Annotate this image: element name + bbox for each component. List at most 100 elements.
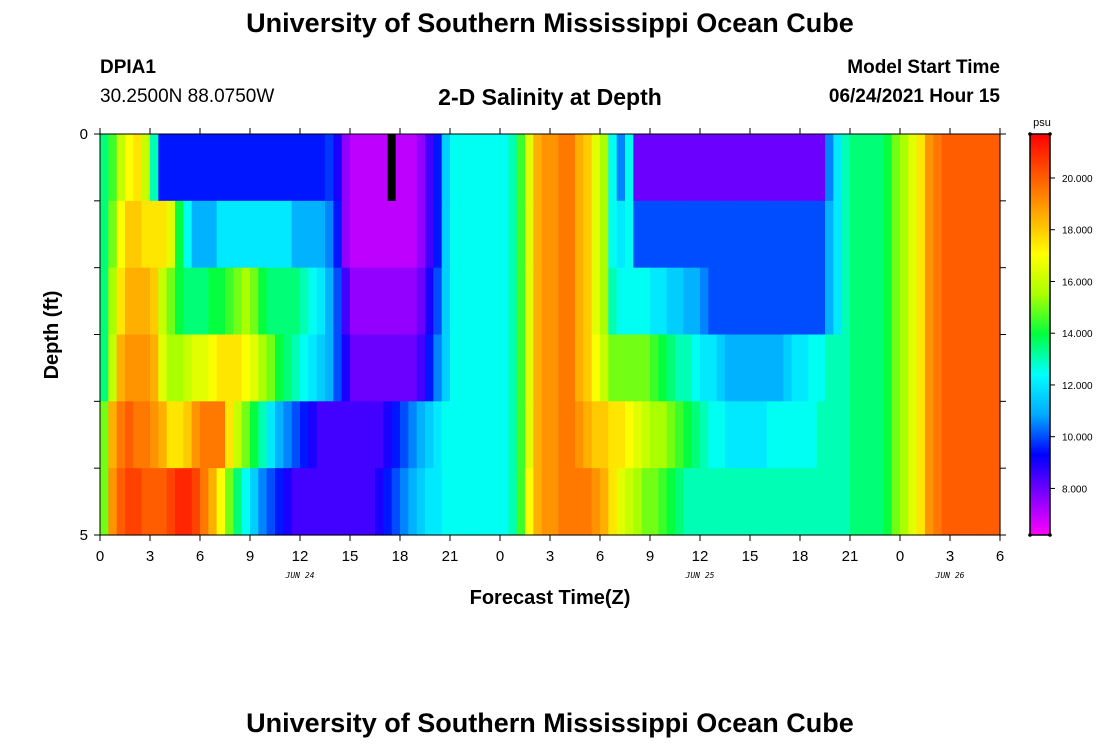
heatmap-cell bbox=[358, 200, 368, 269]
heatmap-cell bbox=[516, 334, 526, 402]
heatmap-cell bbox=[558, 334, 568, 402]
heatmap-cell bbox=[100, 401, 109, 469]
heatmap-cell bbox=[541, 401, 551, 469]
heatmap-cell bbox=[741, 468, 751, 536]
heatmap-cell bbox=[825, 267, 834, 336]
heatmap-cell bbox=[916, 134, 926, 202]
heatmap-cell bbox=[733, 468, 743, 536]
heatmap-cell bbox=[325, 401, 334, 469]
heatmap-cell bbox=[125, 134, 134, 202]
heatmap-cell bbox=[183, 334, 193, 402]
heatmap-cell bbox=[941, 334, 951, 402]
heatmap-cell bbox=[375, 267, 384, 336]
heatmap-cell bbox=[758, 468, 768, 536]
current-time-marker bbox=[387, 134, 396, 201]
x-axis-label: Forecast Time(Z) bbox=[470, 587, 631, 609]
heatmap-cell bbox=[475, 334, 484, 402]
heatmap-cell bbox=[775, 200, 784, 269]
heatmap-cell bbox=[716, 134, 726, 202]
heatmap-cell bbox=[808, 267, 818, 336]
heatmap-cell bbox=[891, 200, 901, 269]
heatmap-cell bbox=[516, 200, 526, 269]
heatmap-cell bbox=[400, 200, 409, 269]
heatmap-cell bbox=[575, 401, 584, 469]
colorbar-tick-label: 16.000 bbox=[1062, 277, 1093, 288]
heatmap-cell bbox=[966, 468, 976, 536]
heatmap-cell bbox=[225, 334, 234, 402]
heatmap-cell bbox=[791, 200, 801, 269]
heatmap-cell bbox=[741, 334, 751, 402]
x-tick-label: 21 bbox=[842, 548, 859, 565]
heatmap-cell bbox=[441, 134, 451, 202]
heatmap-cell bbox=[725, 401, 734, 469]
heatmap-cell bbox=[416, 468, 426, 536]
heatmap-cell bbox=[408, 468, 418, 536]
colorbar-tick-label: 12.000 bbox=[1062, 381, 1093, 392]
heatmap-cell bbox=[733, 267, 743, 336]
heatmap-cell bbox=[641, 200, 651, 269]
heatmap-cell bbox=[891, 334, 901, 402]
heatmap-cell bbox=[316, 334, 326, 402]
heatmap-cell bbox=[708, 267, 718, 336]
heatmap-cell bbox=[858, 134, 868, 202]
heatmap-cell bbox=[616, 401, 626, 469]
heatmap-cell bbox=[850, 267, 859, 336]
heatmap-cell bbox=[950, 200, 959, 269]
heatmap-cell bbox=[433, 334, 443, 402]
heatmap-cell bbox=[775, 401, 784, 469]
heatmap-cell bbox=[508, 200, 518, 269]
heatmap-cell bbox=[325, 200, 334, 269]
heatmap-cell bbox=[450, 134, 459, 202]
heatmap-cell bbox=[125, 200, 134, 269]
heatmap-cell bbox=[383, 401, 393, 469]
heatmap-cell bbox=[525, 267, 534, 336]
heatmap-cell bbox=[975, 401, 984, 469]
heatmap-cell bbox=[125, 334, 134, 402]
heatmap-cell bbox=[683, 267, 693, 336]
heatmap-cell bbox=[533, 401, 543, 469]
colorbar: psu 8.000 10.000 12.000 14.000 16.000 18.000 2… bbox=[1028, 117, 1093, 537]
heatmap-cell bbox=[741, 401, 751, 469]
heatmap-cell bbox=[591, 334, 601, 402]
heatmap-cell bbox=[158, 468, 168, 536]
heatmap-cell bbox=[425, 200, 434, 269]
heatmap-cell bbox=[691, 334, 701, 402]
heatmap-cell bbox=[666, 468, 676, 536]
heatmap-cell bbox=[575, 267, 584, 336]
heatmap-cell bbox=[491, 200, 501, 269]
heatmap-cell bbox=[250, 267, 259, 336]
heatmap-cell bbox=[600, 401, 609, 469]
heatmap-cell bbox=[566, 334, 576, 402]
heatmap-cell bbox=[408, 200, 418, 269]
heatmap-cell bbox=[975, 334, 984, 402]
heatmap-cell bbox=[566, 401, 576, 469]
x-tick-label: 0 bbox=[496, 548, 504, 565]
heatmap-cell bbox=[841, 334, 851, 402]
heatmap-cell bbox=[900, 401, 909, 469]
heatmap-cell bbox=[833, 267, 843, 336]
heatmap-cell bbox=[300, 134, 309, 202]
heatmap-cell bbox=[550, 134, 559, 202]
heatmap-cell bbox=[708, 334, 718, 402]
heatmap-cell bbox=[141, 468, 151, 536]
heatmap-cell bbox=[283, 401, 293, 469]
heatmap-cell bbox=[800, 134, 809, 202]
heatmap-cell bbox=[400, 134, 409, 202]
heatmap-cell bbox=[933, 134, 943, 202]
heatmap-cell bbox=[741, 200, 751, 269]
heatmap-cell bbox=[158, 401, 168, 469]
heatmap-cell bbox=[850, 401, 859, 469]
heatmap-cell bbox=[566, 267, 576, 336]
heatmap-cell bbox=[700, 134, 709, 202]
heatmap-cell bbox=[116, 134, 126, 202]
heatmap-cell bbox=[166, 334, 176, 402]
heatmap-cell bbox=[850, 468, 859, 536]
heatmap-cell bbox=[683, 468, 693, 536]
heatmap-cell bbox=[391, 334, 401, 402]
heatmap-cell bbox=[450, 200, 459, 269]
heatmap-cell bbox=[108, 468, 118, 536]
heatmap-cell bbox=[150, 334, 159, 402]
heatmap-cell bbox=[941, 267, 951, 336]
heatmap-cell bbox=[350, 134, 359, 202]
heatmap-cell bbox=[691, 468, 701, 536]
